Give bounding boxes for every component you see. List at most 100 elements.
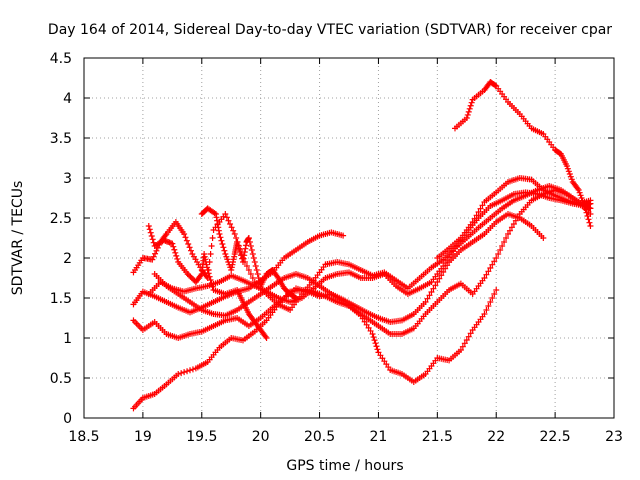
data-point (495, 251, 502, 257)
data-point (481, 275, 488, 281)
data-point (578, 195, 585, 201)
data-point (225, 217, 232, 224)
data-point (173, 252, 180, 259)
data-point (251, 259, 258, 265)
y-tick-label: 3.5 (50, 131, 72, 147)
data-point (481, 311, 488, 317)
data-point (233, 235, 240, 241)
data-point (463, 337, 470, 343)
data-point (146, 226, 153, 233)
data-point (424, 295, 431, 302)
data-point (373, 343, 380, 350)
data-point (497, 247, 504, 253)
data-point (149, 236, 156, 243)
data-point (169, 240, 176, 247)
data-point (365, 324, 372, 331)
x-tick-label: 19 (134, 429, 152, 445)
data-point (197, 272, 204, 279)
x-tick-label: 21 (370, 429, 388, 445)
data-point (374, 346, 381, 353)
data-point (468, 99, 475, 106)
data-point (582, 206, 589, 213)
ticks: 18.5 19 19.5 20 20.5 21 21.5 22 22.5 2300.511.522… (50, 51, 623, 445)
data-point (235, 242, 242, 249)
plot-frame (83, 57, 615, 419)
data-point (505, 231, 511, 237)
data-point (252, 263, 259, 269)
series-track-2 (130, 187, 594, 341)
y-tick-label: 2.5 (50, 211, 72, 227)
x-tick-label: 18.5 (68, 429, 99, 445)
data-point (245, 235, 252, 241)
y-tick-label: 2 (63, 251, 72, 267)
data-point (184, 271, 191, 277)
data-point (442, 265, 449, 272)
data-point (145, 223, 152, 229)
series-track-7 (145, 223, 270, 341)
data-point (222, 251, 229, 257)
data-point (205, 270, 212, 277)
data-point (292, 294, 299, 301)
data-point (209, 235, 216, 241)
data-point (211, 210, 218, 217)
data-point (577, 192, 584, 199)
data-point (234, 239, 241, 245)
data-point (564, 165, 571, 172)
data-marks (130, 79, 594, 412)
data-point (487, 299, 494, 305)
data-point (148, 233, 155, 239)
y-tick-label: 4 (63, 91, 72, 107)
data-point (172, 249, 179, 256)
data-point (587, 197, 594, 204)
x-tick-label: 20 (252, 429, 270, 445)
series-track-6 (151, 211, 547, 325)
data-point (493, 287, 500, 293)
data-point (432, 282, 439, 289)
data-point (583, 209, 590, 216)
data-point (221, 247, 228, 254)
data-point (466, 105, 473, 112)
data-point (372, 340, 379, 347)
data-point (209, 283, 216, 290)
data-point (506, 227, 513, 234)
series-track-1 (130, 287, 500, 412)
data-point (253, 267, 260, 273)
data-point (371, 337, 378, 344)
data-point (574, 185, 581, 192)
data-point (247, 271, 254, 277)
data-point (467, 330, 474, 337)
data-point (250, 255, 257, 261)
data-point (216, 231, 223, 237)
data-point (262, 333, 269, 340)
x-axis-label: GPS time / hours (286, 458, 403, 474)
data-point (188, 275, 195, 281)
data-point (181, 369, 188, 376)
data-point (585, 216, 592, 223)
data-point (485, 303, 492, 309)
data-point (184, 368, 191, 375)
data-point (367, 327, 374, 334)
data-point (540, 235, 547, 241)
data-point (222, 211, 229, 217)
data-point (152, 250, 159, 257)
data-point (207, 277, 214, 283)
data-point (369, 331, 376, 337)
data-point (236, 245, 243, 252)
data-point (461, 340, 468, 347)
data-point (492, 82, 499, 89)
data-point (464, 111, 471, 118)
data-point (274, 273, 281, 280)
data-point (187, 367, 193, 374)
data-point (487, 265, 494, 271)
data-point (467, 102, 474, 109)
data-point (363, 321, 370, 328)
grid-lines (84, 58, 614, 418)
x-tick-label: 23 (605, 429, 623, 445)
data-point (440, 269, 447, 275)
data-point (434, 279, 441, 285)
data-point (206, 273, 213, 280)
data-point (243, 263, 250, 269)
data-point (584, 213, 591, 219)
data-point (473, 212, 480, 219)
data-point (565, 168, 572, 175)
